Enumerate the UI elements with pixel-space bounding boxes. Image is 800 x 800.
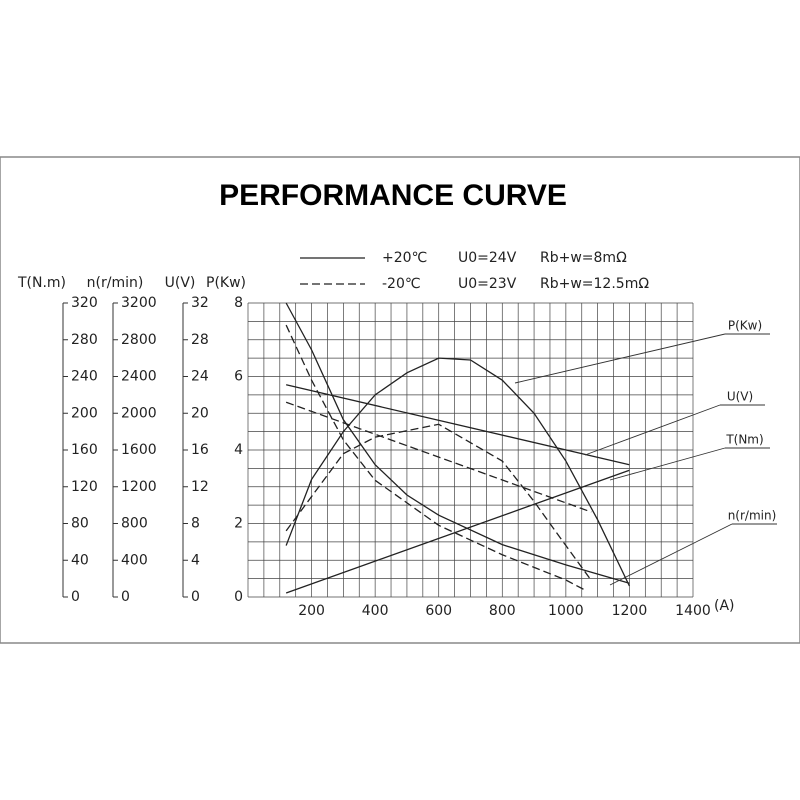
y-tick-label: 0 [71, 589, 80, 605]
y-tick-label: 2000 [121, 405, 157, 421]
y-tick-label: 400 [121, 552, 148, 568]
x-tick-label: 400 [362, 603, 389, 619]
axis-title: P(Kw) [206, 275, 246, 291]
curve [285, 357, 631, 587]
legend-voltage: U0=24V [458, 250, 517, 266]
axis-title: U(V) [165, 275, 196, 291]
y-tick-label: 8 [234, 295, 243, 311]
curve [285, 401, 592, 513]
curve-label: U(V) [727, 390, 753, 404]
legend-voltage: U0=23V [458, 276, 517, 292]
y-tick-label: 12 [191, 479, 209, 495]
y-tick-label: 240 [71, 369, 98, 385]
y-tick-label: 28 [191, 332, 209, 348]
curve-label: T(Nm) [725, 433, 763, 447]
y-tick-label: 320 [71, 295, 98, 311]
leader-line [609, 523, 733, 586]
chart-title: PERFORMANCE CURVE [219, 179, 567, 212]
curve [285, 384, 630, 466]
curve-label: n(r/min) [728, 509, 777, 523]
legend-label: +20℃ [382, 250, 427, 266]
x-tick-label: 800 [489, 603, 516, 619]
y-tick-label: 0 [121, 589, 130, 605]
curve-label: P(Kw) [728, 319, 762, 333]
y-tick-label: 1600 [121, 442, 157, 458]
y-tick-label: 160 [71, 442, 98, 458]
y-tick-label: 120 [71, 479, 98, 495]
legend-resistance: Rb+w=12.5mΩ [540, 276, 649, 292]
y-tick-label: 4 [234, 442, 243, 458]
legend-resistance: Rb+w=8mΩ [540, 250, 627, 266]
x-tick-label: 1200 [612, 603, 648, 619]
y-tick-label: 1200 [121, 479, 157, 495]
y-tick-label: 3200 [121, 295, 157, 311]
curve [285, 423, 592, 581]
leader-line [514, 333, 726, 384]
legend-label: -20℃ [382, 276, 421, 292]
y-tick-label: 2400 [121, 369, 157, 385]
y-tick-label: 2800 [121, 332, 157, 348]
x-tick-label: 200 [298, 603, 325, 619]
y-tick-label: 280 [71, 332, 98, 348]
y-tick-label: 20 [191, 405, 209, 421]
leader-line [609, 447, 726, 481]
y-tick-label: 24 [191, 369, 209, 385]
x-axis-label: (A) [714, 598, 735, 614]
y-tick-label: 32 [191, 295, 209, 311]
y-tick-label: 0 [234, 589, 243, 605]
x-tick-label: 1400 [675, 603, 711, 619]
frame [0, 156, 800, 644]
curve [285, 324, 586, 591]
y-tick-label: 4 [191, 552, 200, 568]
axis-title: T(N.m) [17, 275, 66, 291]
y-tick-label: 16 [191, 442, 209, 458]
curve [285, 469, 630, 594]
x-tick-label: 600 [425, 603, 452, 619]
x-tick-label: 1000 [548, 603, 584, 619]
leader-line [584, 404, 721, 456]
y-tick-label: 40 [71, 552, 89, 568]
y-tick-label: 0 [191, 589, 200, 605]
y-tick-label: 80 [71, 516, 89, 532]
axis-title: n(r/min) [87, 275, 144, 291]
y-tick-label: 800 [121, 516, 148, 532]
y-tick-label: 8 [191, 516, 200, 532]
y-tick-label: 2 [234, 516, 243, 532]
y-tick-label: 6 [234, 369, 243, 385]
y-tick-label: 200 [71, 405, 98, 421]
curve [285, 302, 630, 584]
